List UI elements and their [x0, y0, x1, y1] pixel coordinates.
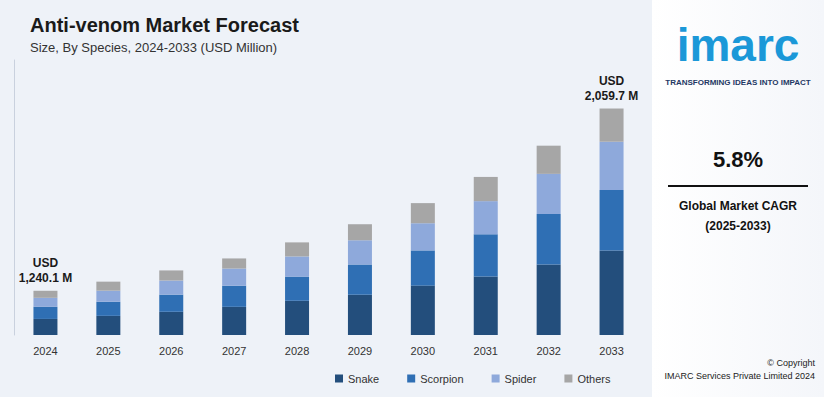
svg-text:Scorpion: Scorpion [420, 373, 463, 385]
svg-text:USD: USD [599, 74, 625, 88]
svg-text:2031: 2031 [474, 345, 498, 357]
svg-text:imarc: imarc [677, 19, 800, 71]
svg-text:Global Market CAGR: Global Market CAGR [679, 199, 797, 213]
svg-text:IMARC Services Private Limited: IMARC Services Private Limited 2024 [664, 371, 815, 381]
svg-text:2,059.7 M: 2,059.7 M [585, 89, 638, 103]
svg-text:2028: 2028 [285, 345, 309, 357]
svg-text:2025: 2025 [96, 345, 120, 357]
svg-text:2027: 2027 [222, 345, 246, 357]
svg-text:2024: 2024 [33, 345, 57, 357]
svg-text:© Copyright: © Copyright [767, 358, 815, 368]
svg-text:5.8%: 5.8% [713, 147, 763, 172]
svg-text:TRANSFORMING IDEAS INTO IMPACT: TRANSFORMING IDEAS INTO IMPACT [665, 78, 811, 87]
svg-text:Anti-venom Market Forecast: Anti-venom Market Forecast [30, 14, 299, 36]
svg-text:1,240.1 M: 1,240.1 M [19, 271, 72, 285]
svg-text:USD: USD [33, 256, 59, 270]
svg-text:Others: Others [577, 373, 611, 385]
svg-text:2033: 2033 [599, 345, 623, 357]
svg-text:(2025-2033): (2025-2033) [705, 219, 770, 233]
svg-text:2026: 2026 [159, 345, 183, 357]
svg-text:2030: 2030 [411, 345, 435, 357]
svg-text:2032: 2032 [536, 345, 560, 357]
svg-text:Spider: Spider [505, 373, 537, 385]
svg-text:Size, By Species, 2024-2033 (U: Size, By Species, 2024-2033 (USD Million… [30, 40, 277, 55]
svg-text:Snake: Snake [348, 373, 379, 385]
svg-text:2029: 2029 [348, 345, 372, 357]
